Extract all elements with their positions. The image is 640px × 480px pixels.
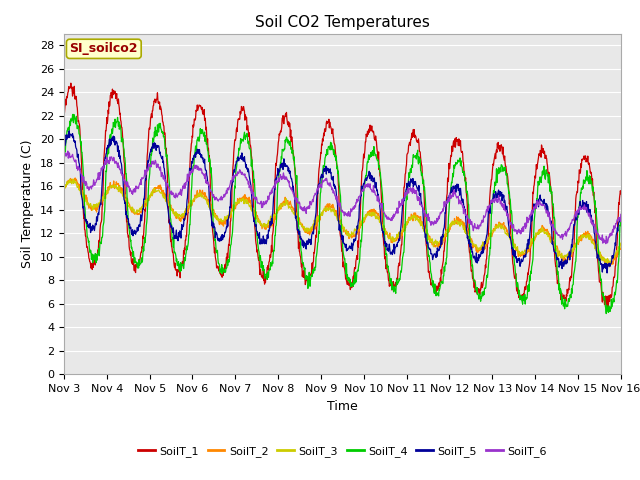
SoilT_4	[558, 297, 566, 303]
SoilT_4	[617, 218, 625, 224]
SoilT_5	[604, 270, 611, 276]
SoilT_3	[72, 179, 80, 184]
SoilT_5	[72, 145, 80, 151]
SoilT_6	[617, 212, 625, 217]
SoilT_1	[65, 89, 72, 95]
SoilT_1	[67, 80, 75, 86]
SoilT_1	[378, 190, 385, 196]
SoilT_3	[558, 254, 566, 260]
SoilT_4	[378, 179, 385, 185]
SoilT_4	[72, 119, 80, 125]
SoilT_6	[60, 154, 68, 160]
SoilT_4	[65, 125, 72, 131]
Line: SoilT_4: SoilT_4	[64, 114, 621, 313]
SoilT_3	[65, 180, 72, 185]
SoilT_2	[309, 228, 317, 233]
SoilT_4	[602, 311, 610, 316]
Line: SoilT_2: SoilT_2	[64, 178, 621, 267]
SoilT_3	[378, 222, 385, 228]
SoilT_1	[60, 110, 68, 116]
SoilT_1	[558, 292, 566, 298]
SoilT_5	[378, 220, 385, 226]
Line: SoilT_1: SoilT_1	[64, 83, 621, 308]
SoilT_3	[617, 240, 625, 246]
SoilT_3	[60, 183, 68, 189]
SoilT_6	[72, 157, 80, 163]
SoilT_5	[617, 216, 625, 222]
SoilT_2	[606, 264, 614, 270]
Title: Soil CO2 Temperatures: Soil CO2 Temperatures	[255, 15, 430, 30]
SoilT_2	[558, 254, 566, 260]
SoilT_5	[309, 229, 317, 235]
SoilT_6	[558, 231, 566, 237]
SoilT_4	[69, 111, 77, 117]
SoilT_6	[65, 153, 72, 158]
SoilT_6	[405, 187, 413, 193]
SoilT_4	[60, 159, 68, 165]
SoilT_5	[405, 181, 413, 187]
SoilT_3	[309, 221, 317, 227]
SoilT_2	[60, 188, 68, 193]
SoilT_2	[378, 221, 385, 227]
Legend: SoilT_1, SoilT_2, SoilT_3, SoilT_4, SoilT_5, SoilT_6: SoilT_1, SoilT_2, SoilT_3, SoilT_4, Soil…	[134, 441, 551, 461]
SoilT_1	[605, 305, 612, 311]
SoilT_6	[64, 148, 72, 154]
SoilT_1	[72, 94, 80, 99]
SoilT_1	[617, 191, 625, 197]
SoilT_3	[405, 216, 413, 222]
X-axis label: Time: Time	[327, 400, 358, 413]
Y-axis label: Soil Temperature (C): Soil Temperature (C)	[22, 140, 35, 268]
SoilT_2	[71, 175, 79, 181]
SoilT_6	[378, 202, 385, 207]
SoilT_4	[309, 267, 317, 273]
SoilT_3	[604, 260, 611, 266]
SoilT_6	[602, 241, 610, 247]
SoilT_2	[65, 178, 72, 183]
SoilT_2	[617, 246, 625, 252]
Line: SoilT_3: SoilT_3	[64, 179, 621, 263]
SoilT_5	[558, 266, 566, 272]
SoilT_6	[309, 199, 317, 204]
Text: SI_soilco2: SI_soilco2	[70, 42, 138, 55]
SoilT_2	[72, 176, 80, 182]
SoilT_4	[405, 170, 413, 176]
SoilT_1	[405, 142, 413, 147]
SoilT_2	[405, 214, 413, 220]
SoilT_5	[60, 143, 68, 148]
Line: SoilT_6: SoilT_6	[64, 151, 621, 244]
Line: SoilT_5: SoilT_5	[64, 131, 621, 273]
SoilT_1	[309, 260, 317, 266]
SoilT_5	[65, 132, 72, 137]
SoilT_5	[65, 128, 73, 134]
SoilT_3	[69, 176, 77, 182]
